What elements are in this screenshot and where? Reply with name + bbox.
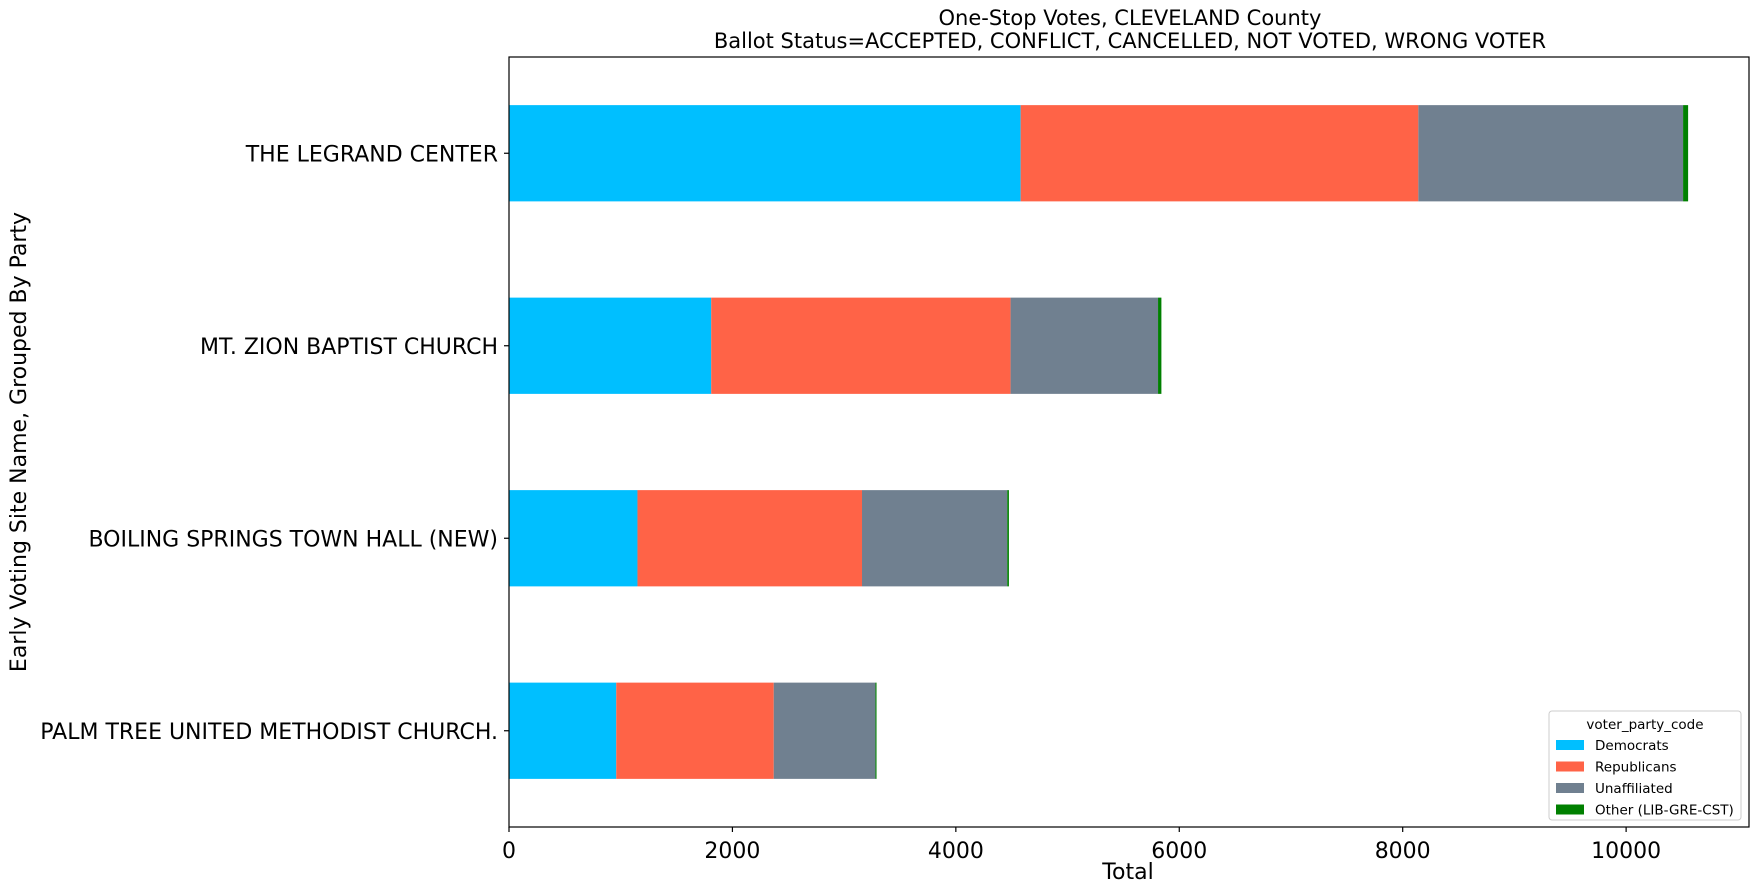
legend-title: voter_party_code [1586,717,1703,733]
legend-label: Unaffiliated [1595,781,1673,797]
plot-frame [508,56,1750,828]
y-tick-labels: THE LEGRAND CENTER MT. ZION BAPTIST CHURC… [40,142,509,745]
y-tick-label: THE LEGRAND CENTER [245,142,498,167]
bar-segment-unaffiliated-0 [1418,105,1684,202]
bar-segment-unaffiliated-3 [773,682,876,779]
legend-swatch [1556,804,1584,815]
bar-segment-other-lib-gre-cst-3 [875,682,877,779]
legend-label: Other (LIB-GRE-CST) [1595,803,1734,819]
bar-segment-unaffiliated-2 [862,490,1008,587]
legend-swatch [1556,761,1584,772]
bar-segment-democrats-0 [509,105,1021,202]
legend: voter_party_code Democrats Republicans Unaf… [1548,710,1742,821]
bar-segment-other-lib-gre-cst-2 [1007,490,1009,587]
x-tick-label: 2000 [704,839,760,864]
chart-title: One-Stop Votes, CLEVELAND County [939,6,1322,30]
bar-segment-democrats-2 [509,490,638,587]
x-tick-label: 6000 [1151,839,1207,864]
x-tick-labels: 0 2000 4000 6000 8000 10000 [502,827,1661,864]
legend-swatch [1556,783,1584,793]
y-tick-label: BOILING SPRINGS TOWN HALL (NEW) [88,527,498,552]
x-tick-label: 8000 [1375,839,1431,864]
y-axis-title: Early Voting Site Name, Grouped By Party [7,212,32,672]
bar-segment-republicans-1 [711,297,1011,394]
bar-segment-unaffiliated-1 [1010,297,1159,394]
y-tick-label: MT. ZION BAPTIST CHURCH [200,335,498,360]
bar-segment-republicans-2 [637,490,863,587]
bar-segment-democrats-3 [509,682,617,779]
bar-segment-democrats-1 [509,297,712,394]
legend-swatch [1556,740,1584,750]
bar-segment-other-lib-gre-cst-0 [1683,105,1689,202]
chart-subtitle: Ballot Status=ACCEPTED, CONFLICT, CANCEL… [714,29,1546,53]
legend-label: Republicans [1595,760,1677,776]
bars-group [509,105,1689,779]
x-tick-label: 10000 [1591,839,1661,864]
bar-segment-other-lib-gre-cst-1 [1158,297,1162,394]
x-tick-label: 0 [502,839,516,864]
legend-box [1548,710,1742,821]
x-tick-label: 4000 [928,839,984,864]
bar-segment-republicans-3 [616,682,774,779]
y-tick-label: PALM TREE UNITED METHODIST CHURCH. [40,720,498,745]
x-axis-title: Total [1101,860,1153,885]
legend-label: Democrats [1595,738,1669,754]
bar-segment-republicans-0 [1020,105,1419,202]
